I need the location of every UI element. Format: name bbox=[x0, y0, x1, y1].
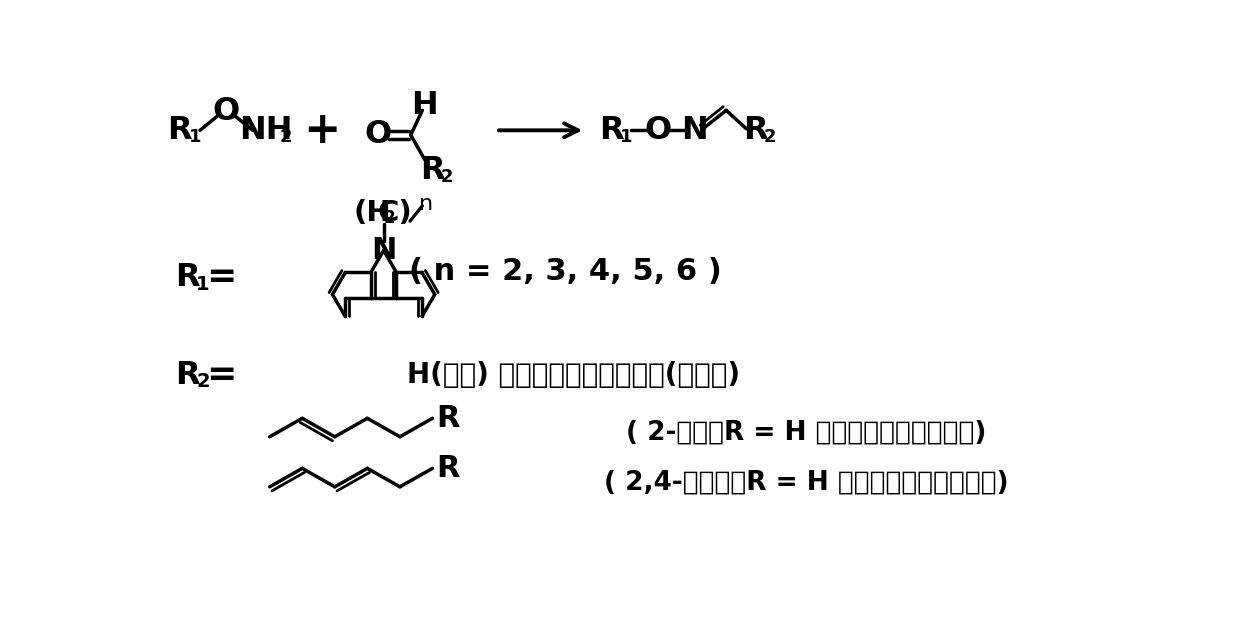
Text: ( 2,4-二烯醉，R = H 或不同长度的饱和碳链): ( 2,4-二烯醉，R = H 或不同长度的饱和碳链) bbox=[604, 470, 1008, 496]
Text: R: R bbox=[420, 155, 445, 186]
Text: 2: 2 bbox=[441, 168, 454, 187]
Text: 2: 2 bbox=[196, 372, 210, 391]
Text: 2: 2 bbox=[764, 129, 776, 146]
Text: =: = bbox=[207, 358, 237, 392]
Text: R: R bbox=[599, 115, 624, 146]
Text: H(甲醉) 或不同长度的饱和碳链(饱和醉): H(甲醉) 或不同长度的饱和碳链(饱和醉) bbox=[407, 361, 740, 389]
Text: 1: 1 bbox=[620, 129, 632, 146]
Text: ( 2-烯醉，R = H 或不同长度的饱和碳链): ( 2-烯醉，R = H 或不同长度的饱和碳链) bbox=[626, 420, 986, 446]
Text: N: N bbox=[681, 115, 708, 146]
Text: 2: 2 bbox=[280, 129, 293, 146]
Text: n: n bbox=[419, 194, 433, 214]
Text: 1: 1 bbox=[196, 275, 210, 294]
Text: C): C) bbox=[378, 200, 413, 228]
Text: O: O bbox=[213, 95, 239, 127]
Text: H: H bbox=[412, 90, 438, 121]
Text: O: O bbox=[645, 115, 672, 146]
Text: NH: NH bbox=[239, 115, 293, 146]
Text: R: R bbox=[167, 115, 192, 146]
Text: 1: 1 bbox=[188, 129, 202, 146]
Text: R: R bbox=[743, 115, 768, 146]
Text: 2: 2 bbox=[383, 209, 394, 227]
Text: +: + bbox=[303, 109, 340, 152]
Text: =: = bbox=[207, 260, 237, 295]
Text: N: N bbox=[371, 236, 397, 265]
Text: O: O bbox=[365, 119, 392, 150]
Text: R: R bbox=[436, 454, 460, 483]
Text: R: R bbox=[175, 359, 200, 391]
Text: (H: (H bbox=[353, 200, 391, 228]
Text: R: R bbox=[175, 262, 200, 293]
Text: ( n = 2, 3, 4, 5, 6 ): ( n = 2, 3, 4, 5, 6 ) bbox=[409, 256, 722, 286]
Text: R: R bbox=[436, 404, 460, 433]
